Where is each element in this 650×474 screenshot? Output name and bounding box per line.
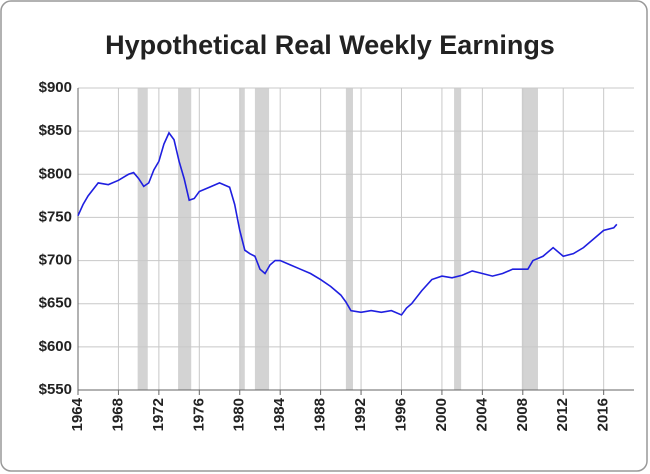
y-tick-label: $700	[39, 252, 72, 269]
shaded-period	[345, 88, 353, 390]
x-tick-label: 2008	[514, 398, 531, 431]
shaded-period	[254, 88, 270, 390]
shaded-period	[454, 88, 462, 390]
chart-title: Hypothetical Real Weekly Earnings	[105, 30, 555, 60]
x-tick-label: 1980	[231, 398, 248, 431]
x-tick-label: 1976	[190, 398, 207, 431]
shaded-period	[178, 88, 192, 390]
x-tick-label: 2012	[554, 398, 571, 431]
x-tick-label: 1968	[109, 398, 126, 431]
shaded-period	[521, 88, 538, 390]
x-tick-label: 1992	[352, 398, 369, 431]
y-tick-label: $550	[39, 381, 72, 398]
y-tick-label: $650	[39, 295, 72, 312]
y-tick-label: $600	[39, 338, 72, 355]
x-tick-label: 1984	[271, 397, 288, 431]
y-tick-label: $900	[39, 79, 72, 96]
x-tick-label: 1972	[150, 398, 167, 431]
y-tick-label: $750	[39, 208, 72, 225]
data-line	[77, 131, 618, 316]
x-tick-label: 2000	[433, 398, 450, 431]
x-tick-label: 2016	[595, 398, 612, 431]
x-tick-label: 1964	[69, 397, 86, 431]
y-tick-label: $850	[39, 122, 72, 139]
x-tick-label: 2004	[473, 397, 490, 431]
x-tick-label: 1988	[312, 398, 329, 431]
x-tick-label: 1996	[392, 398, 409, 431]
shaded-period	[137, 88, 148, 390]
y-tick-label: $800	[39, 165, 72, 182]
